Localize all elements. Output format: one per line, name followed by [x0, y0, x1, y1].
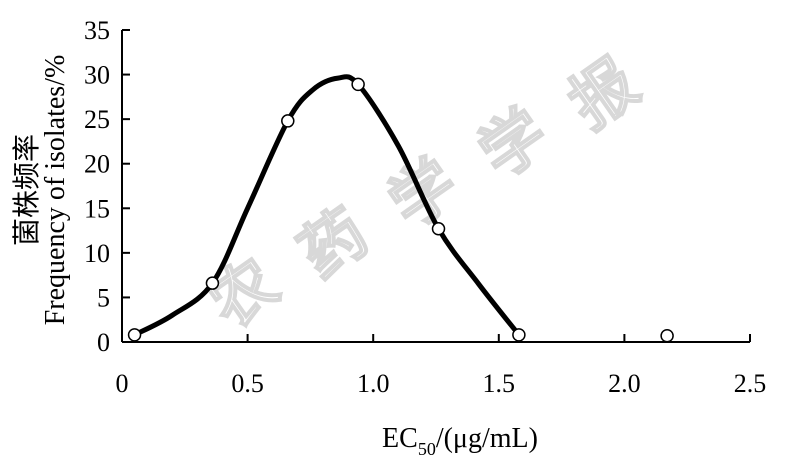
watermark-char: 报 — [557, 46, 652, 143]
y-tick-label: 5 — [97, 283, 110, 312]
axes — [121, 30, 750, 343]
data-point — [512, 328, 526, 342]
data-point — [281, 114, 295, 128]
data-points — [127, 77, 674, 343]
data-point — [205, 276, 220, 290]
watermark-char: 农 — [197, 246, 292, 343]
watermark-char: 学 — [467, 96, 562, 193]
ticks: 0 0.5 1.0 1.5 2.0 2.5 0 5 10 15 20 25 30 35 — [84, 16, 766, 398]
y-tick-label: 10 — [84, 239, 110, 268]
y-axis-title-chinese: 菌株频率 — [11, 134, 43, 246]
y-tick-label: 25 — [84, 105, 110, 134]
y-tick-label: 30 — [84, 61, 110, 90]
y-tick-label: 15 — [84, 194, 110, 223]
x-axis-title-suffix: /(μg/mL) — [436, 423, 538, 454]
x-axis-title: EC50/(μg/mL) — [382, 423, 538, 459]
y-axis-title-english: Frequency of isolates/% — [40, 55, 71, 326]
y-tick-label: 0 — [97, 328, 110, 357]
data-point — [127, 328, 142, 342]
data-point — [660, 329, 674, 343]
x-tick-label: 1.5 — [483, 369, 516, 398]
x-tick-label: 0 — [116, 369, 129, 398]
y-tick-label: 20 — [84, 150, 110, 179]
x-tick-label: 0.5 — [231, 369, 264, 398]
x-tick-label: 2.5 — [734, 369, 767, 398]
x-axis-title-subscript: 50 — [418, 439, 436, 459]
watermark-char: 药 — [287, 196, 382, 293]
x-tick-label: 1.0 — [357, 369, 390, 398]
x-tick-label: 2.0 — [608, 369, 641, 398]
data-point — [431, 222, 446, 236]
data-point — [351, 77, 365, 92]
y-tick-label: 35 — [84, 16, 110, 45]
